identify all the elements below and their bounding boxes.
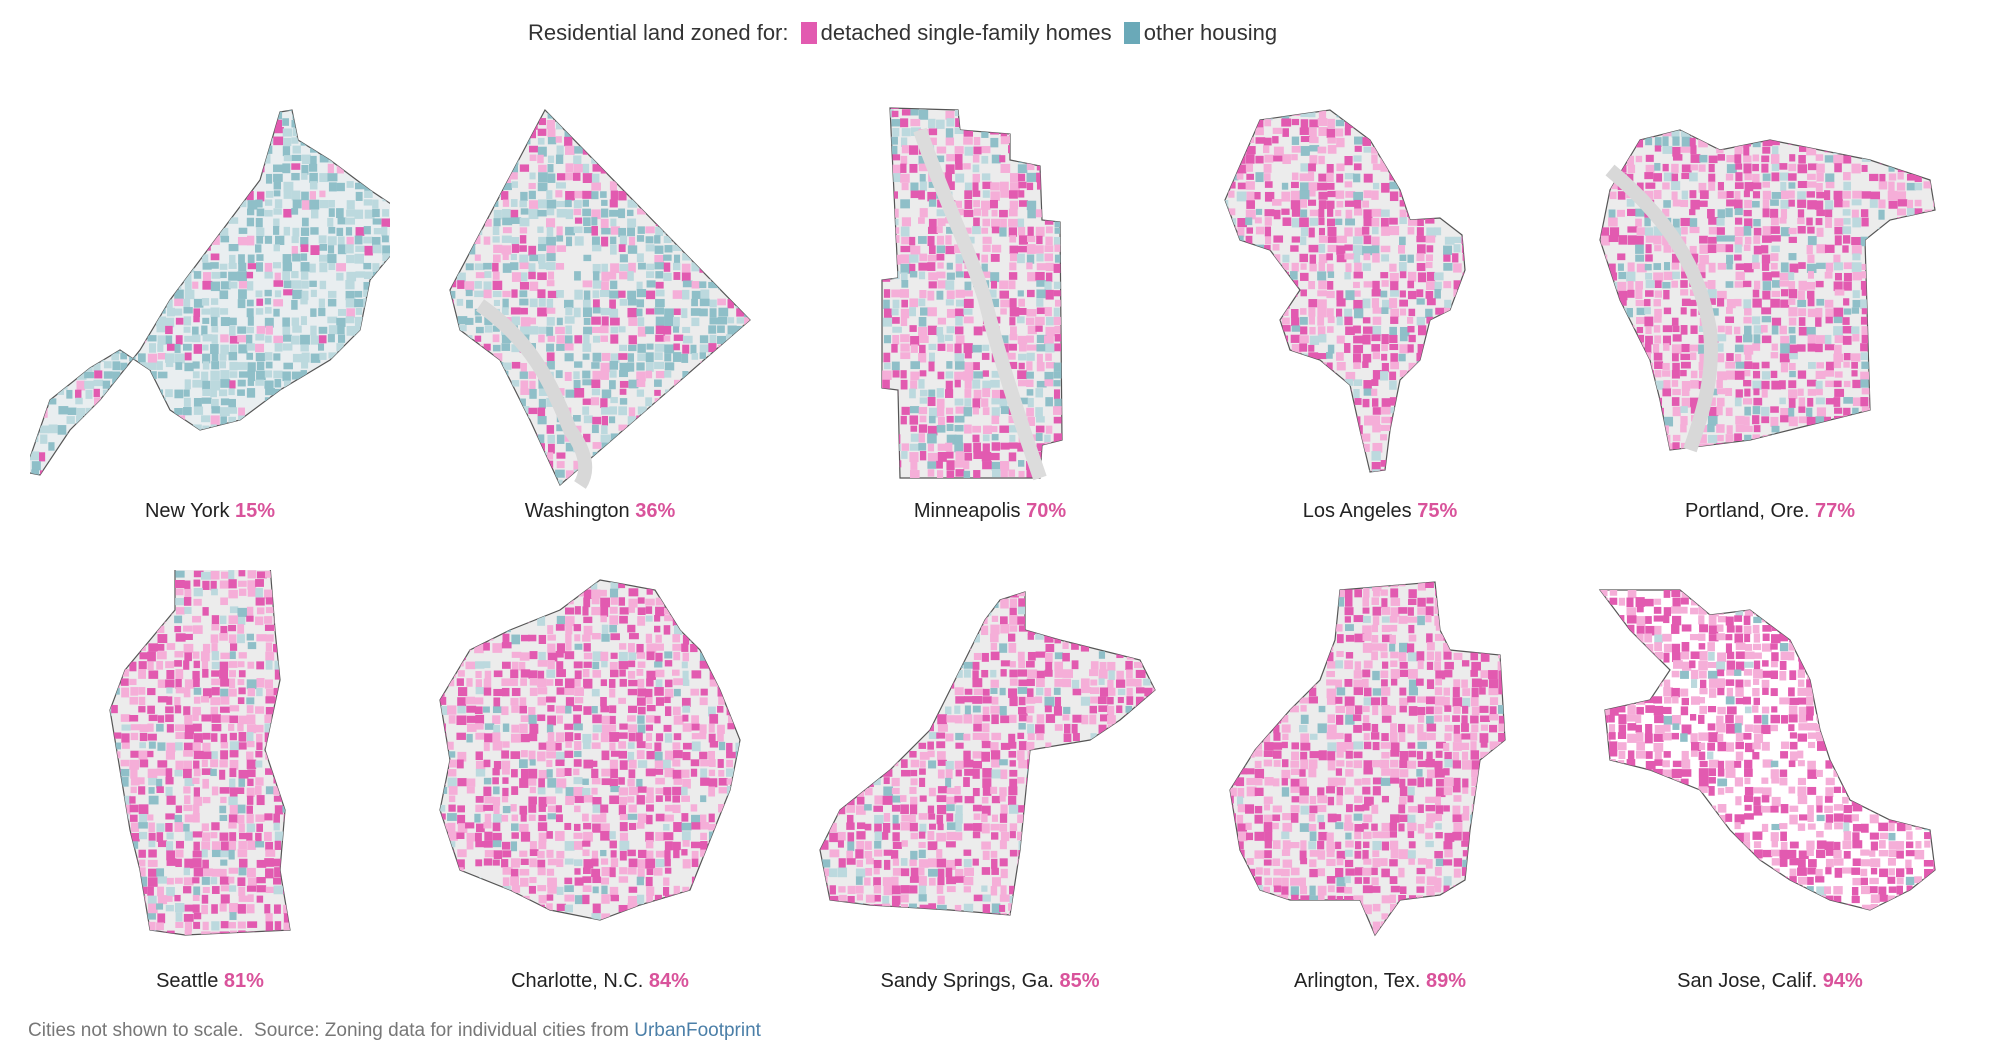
city-name: Washington [524, 500, 630, 522]
city-pct: 77% [1815, 500, 1856, 522]
legend-label-other-housing: other housing [1143, 20, 1278, 45]
legend-prefix: Residential land zoned for: [528, 20, 789, 45]
city-label-seattle: Seattle 81% [30, 970, 390, 993]
city-name: Seattle [156, 970, 219, 992]
map-seattle [30, 570, 390, 970]
city-pct: 70% [1026, 500, 1067, 522]
city-pct: 84% [648, 970, 689, 992]
map-minneapolis [810, 100, 1170, 500]
map-san-jose [1590, 570, 1950, 970]
city-pct: 85% [1059, 970, 1100, 992]
footer-source: Source: Zoning data for individual citie… [254, 1020, 629, 1041]
city-label-charlotte: Charlotte, N.C. 84% [420, 970, 780, 993]
city-label-san-jose: San Jose, Calif. 94% [1590, 970, 1950, 993]
city-pct: 89% [1425, 970, 1466, 992]
city-name: Charlotte, N.C. [511, 970, 644, 992]
city-name: Sandy Springs, Ga. [880, 970, 1054, 992]
map-los-angeles [1200, 100, 1560, 500]
city-pct: 36% [635, 500, 676, 522]
map-arlington [1200, 570, 1560, 970]
city-pct: 81% [223, 970, 264, 992]
map-new-york [30, 100, 390, 500]
map-charlotte [420, 570, 780, 970]
footer-note: Cities not shown to scale. [28, 1020, 244, 1041]
city-pct: 15% [235, 500, 276, 522]
legend-label-single-family: detached single-family homes [820, 20, 1112, 45]
city-name: New York [144, 500, 230, 522]
city-name: Minneapolis [913, 500, 1021, 522]
source-link[interactable]: UrbanFootprint [634, 1020, 761, 1041]
city-label-portland: Portland, Ore. 77% [1590, 500, 1950, 523]
city-name: Portland, Ore. [1684, 500, 1810, 522]
city-label-new-york: New York 15% [30, 500, 390, 523]
city-pct: 75% [1417, 500, 1458, 522]
map-washington [420, 100, 780, 500]
city-label-minneapolis: Minneapolis 70% [810, 500, 1170, 523]
city-label-sandy-springs: Sandy Springs, Ga. 85% [810, 970, 1170, 993]
city-label-washington: Washington 36% [420, 500, 780, 523]
footer: Cities not shown to scale. Source: Zonin… [28, 1020, 761, 1042]
city-label-los-angeles: Los Angeles 75% [1200, 500, 1560, 523]
legend-swatch-other-housing [1123, 22, 1140, 44]
map-portland [1590, 100, 1950, 500]
map-sandy-springs [810, 570, 1170, 970]
city-name: San Jose, Calif. [1677, 970, 1818, 992]
legend-swatch-single-family [800, 22, 817, 44]
city-name: Los Angeles [1302, 500, 1412, 522]
city-pct: 94% [1822, 970, 1863, 992]
city-label-arlington: Arlington, Tex. 89% [1200, 970, 1560, 993]
city-name: Arlington, Tex. [1294, 970, 1421, 992]
